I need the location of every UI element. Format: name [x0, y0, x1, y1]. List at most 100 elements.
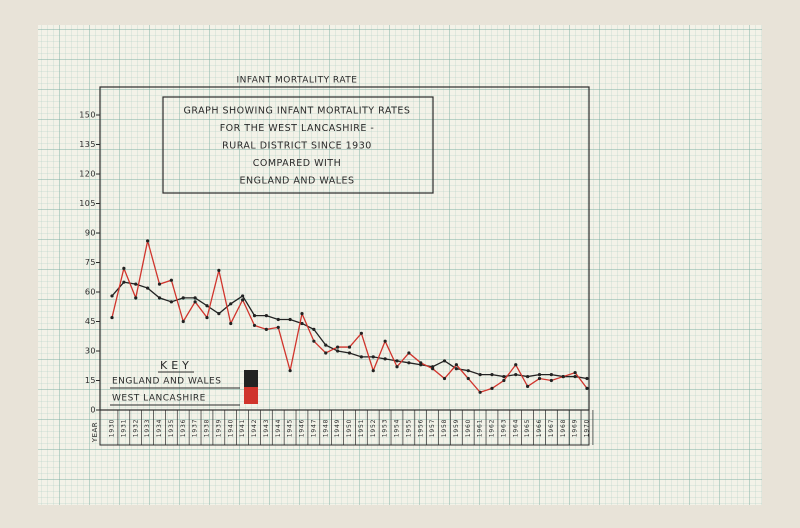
data-point: [264, 314, 268, 318]
x-tick-label: 1957: [429, 419, 436, 437]
data-point: [383, 339, 387, 343]
x-tick-label: 1935: [168, 419, 175, 437]
data-point: [347, 345, 352, 349]
data-point: [336, 345, 340, 349]
x-tick-label: 1953: [382, 419, 389, 437]
data-point: [110, 315, 114, 320]
data-point: [466, 376, 470, 381]
x-tick-label: 1941: [239, 419, 246, 437]
x-tick-label: 1958: [441, 419, 448, 437]
x-tick-label: 1942: [251, 419, 258, 437]
data-point: [549, 378, 553, 383]
x-tick-label: 1930: [109, 419, 116, 437]
x-tick-label: 1932: [132, 419, 139, 437]
legend-swatch: [244, 387, 258, 404]
data-point: [324, 343, 328, 347]
data-point: [122, 266, 126, 270]
data-point: [110, 294, 114, 298]
data-point: [573, 374, 577, 379]
data-point: [181, 296, 185, 300]
data-point: [336, 349, 340, 353]
data-point: [217, 268, 221, 272]
data-point: [371, 355, 375, 359]
data-point: [526, 374, 530, 379]
data-point: [526, 384, 530, 388]
legend-label: ENGLAND AND WALES: [112, 377, 221, 387]
x-tick-label: 1963: [500, 419, 507, 437]
y-tick-label: 120: [79, 170, 96, 179]
data-point: [229, 302, 233, 306]
legend-label: WEST LANCASHIRE: [112, 394, 206, 404]
data-point: [146, 239, 150, 243]
y-tick-label: 75: [85, 258, 96, 267]
annotation-line: FOR THE WEST LANCASHIRE -: [220, 123, 375, 134]
data-point: [288, 369, 292, 373]
data-point: [312, 327, 316, 331]
x-tick-label: 1936: [180, 419, 187, 437]
y-tick-label: 135: [79, 140, 96, 149]
x-tick-label: 1943: [263, 419, 270, 437]
data-point: [371, 369, 375, 373]
y-tick-label: 15: [85, 376, 96, 385]
data-point: [383, 357, 387, 361]
data-point: [395, 359, 399, 363]
x-tick-label: 1954: [394, 419, 401, 437]
x-tick-label: 1968: [560, 419, 567, 437]
data-point: [478, 373, 482, 377]
x-tick-label: 1964: [512, 419, 519, 437]
x-tick-label: 1962: [489, 419, 496, 437]
y-tick-label: 0: [90, 406, 96, 415]
data-point: [359, 355, 363, 359]
x-tick-label: 1961: [477, 419, 484, 437]
data-point: [134, 296, 138, 300]
year-strip: [99, 409, 590, 446]
data-point: [537, 373, 542, 377]
data-point: [466, 369, 470, 373]
x-tick-label: 1952: [370, 419, 377, 437]
x-tick-label: 1959: [453, 419, 460, 437]
data-point: [514, 363, 518, 367]
y-tick-label: 60: [85, 288, 96, 297]
x-tick-label: 1969: [572, 419, 579, 437]
paper-grid: [38, 25, 762, 505]
data-point: [252, 314, 257, 318]
x-tick-label: 1948: [322, 419, 329, 437]
x-tick-label: 1944: [275, 419, 282, 437]
x-tick-label: 1950: [346, 419, 353, 437]
annotation-line: RURAL DISTRICT SINCE 1930: [222, 141, 372, 152]
data-point: [561, 374, 565, 379]
data-point: [122, 280, 126, 284]
data-point: [288, 317, 292, 322]
chart-title: INFANT MORTALITY RATE: [237, 76, 358, 86]
data-point: [217, 312, 221, 316]
data-point: [169, 278, 173, 282]
data-point: [312, 339, 316, 343]
data-point: [431, 367, 435, 371]
x-tick-label: 1956: [417, 419, 424, 437]
data-point: [502, 374, 506, 379]
x-tick-label: 1970: [584, 419, 591, 437]
data-point: [407, 351, 411, 355]
data-point: [585, 376, 589, 381]
data-point: [157, 282, 162, 286]
data-point: [252, 323, 257, 328]
data-point: [300, 321, 304, 326]
data-point: [573, 371, 577, 375]
x-tick-label: 1966: [536, 419, 543, 437]
x-tick-label: 1947: [310, 419, 317, 437]
x-tick-label: 1946: [299, 419, 306, 437]
data-point: [205, 304, 209, 308]
annotation-line: GRAPH SHOWING INFANT MORTALITY RATES: [184, 106, 411, 117]
data-point: [157, 296, 162, 300]
x-tick-label: 1960: [465, 419, 472, 437]
y-tick-label: 150: [79, 111, 96, 120]
x-tick-label: 1940: [227, 419, 234, 437]
x-tick-label: 1939: [215, 419, 222, 437]
data-point: [134, 282, 138, 286]
x-tick-label: 1934: [156, 419, 163, 437]
data-point: [205, 315, 209, 320]
data-point: [454, 363, 458, 367]
x-tick-label: 1937: [192, 419, 199, 437]
data-point: [347, 351, 352, 355]
